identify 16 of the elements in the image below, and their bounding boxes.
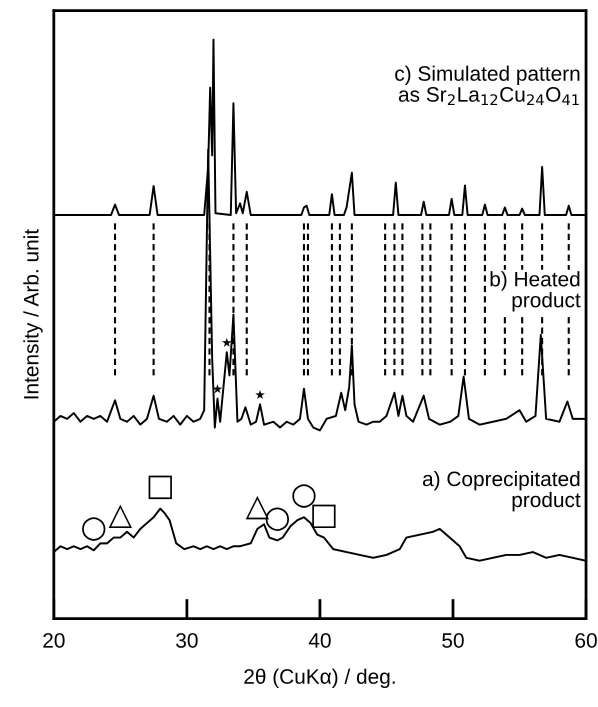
annotation: ○ bbox=[82, 517, 106, 541]
y-axis-title: Intensity / Arb. unit bbox=[23, 229, 43, 398]
x-tick-label: 50 bbox=[442, 633, 464, 648]
text: c) Simulated pattern as Sr$_{2}$La$_{12}$Cu$_{24}$O$_{41}$ bbox=[395, 66, 580, 106]
annotation: □ bbox=[148, 476, 172, 500]
text: b) Heated product bbox=[490, 271, 581, 312]
x-tick-label: 20 bbox=[43, 633, 65, 648]
x-tick-label: 30 bbox=[176, 633, 198, 648]
x-axis-title: 2θ (CuKα) / deg. bbox=[244, 668, 395, 688]
x-tick-label: 60 bbox=[576, 633, 597, 648]
annotation: ★ bbox=[255, 390, 265, 400]
series-label: a) Coprecipitated product bbox=[422, 470, 581, 512]
annotation: △ bbox=[108, 504, 132, 528]
x-tick-label: 40 bbox=[308, 633, 331, 648]
annotation: ★ bbox=[212, 384, 222, 394]
annotation: ★ bbox=[222, 338, 232, 347]
